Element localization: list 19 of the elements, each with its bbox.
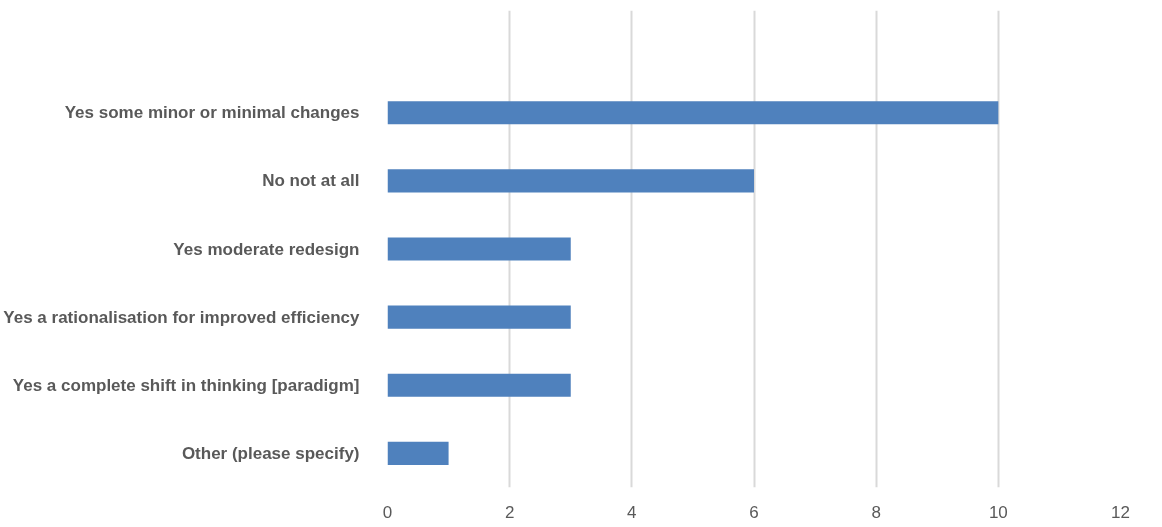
y-tick-label: Yes a rationalisation for improved efficiency — [3, 307, 361, 327]
bar — [387, 237, 571, 261]
y-tick-label: No not at all — [262, 171, 360, 191]
y-tick-label: Other (please specify) — [181, 443, 360, 463]
x-tick-label: 10 — [988, 502, 1008, 522]
bar — [387, 441, 449, 466]
x-tick-label: 6 — [749, 502, 759, 522]
bar — [387, 305, 571, 329]
x-tick-label: 4 — [627, 502, 637, 522]
y-tick-label: Yes moderate redesign — [173, 239, 360, 259]
bar — [387, 101, 999, 125]
x-tick-label: 12 — [1111, 502, 1130, 522]
x-tick-label: 8 — [871, 502, 881, 522]
y-tick-label: Yes a complete shift in thinking [paradigm] — [12, 375, 360, 395]
y-tick-label: Yes some minor or minimal changes — [64, 103, 360, 123]
bar — [387, 373, 571, 397]
x-tick-label: 2 — [504, 502, 515, 522]
bar — [387, 169, 754, 193]
x-tick-label: 0 — [382, 502, 393, 522]
